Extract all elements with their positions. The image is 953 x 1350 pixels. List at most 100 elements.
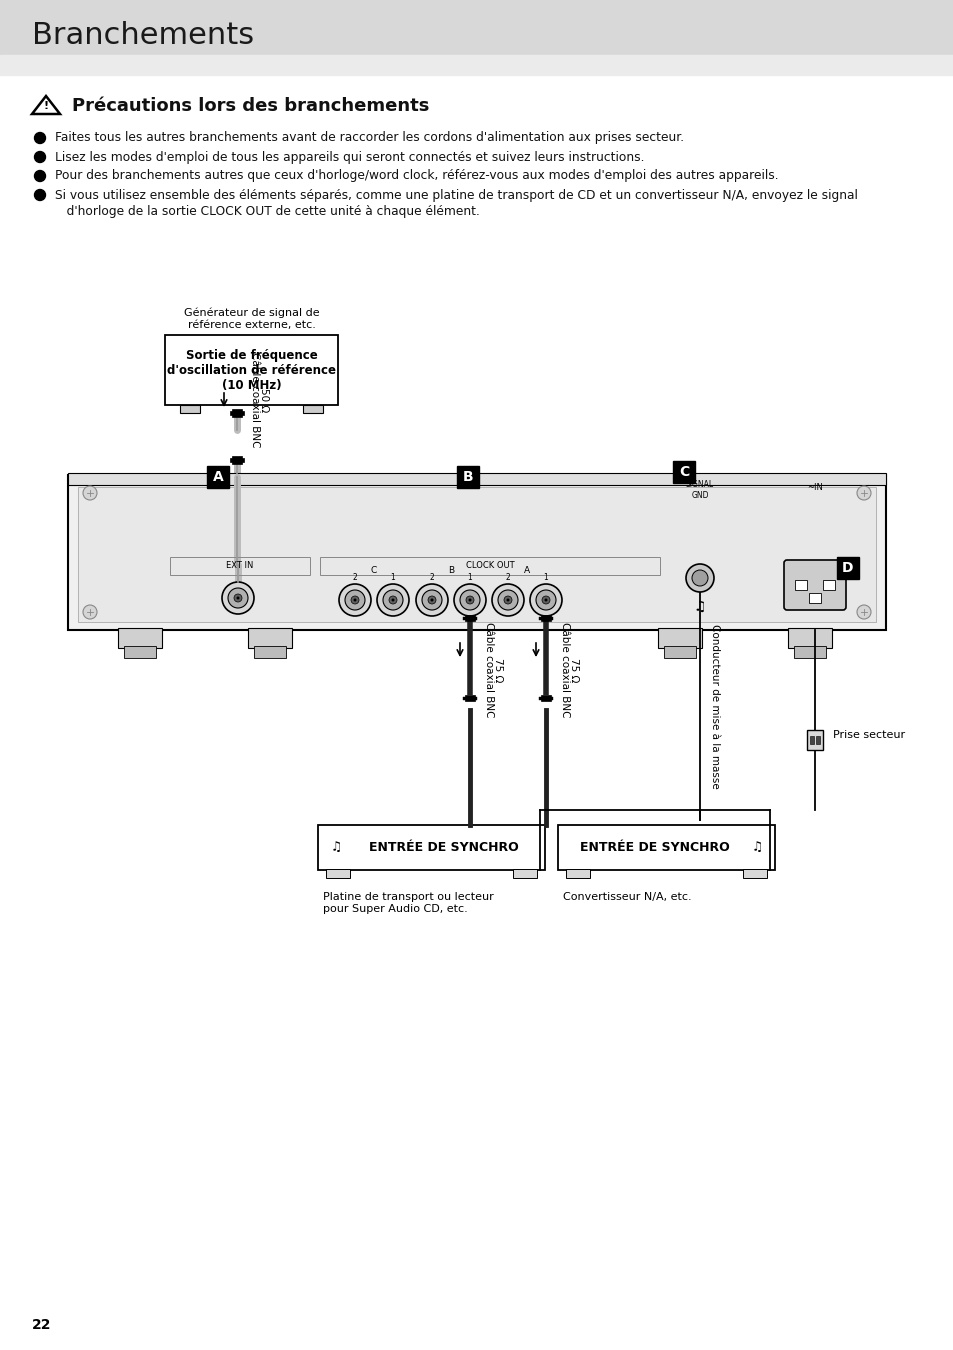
Circle shape xyxy=(382,590,402,610)
Text: Branchements: Branchements xyxy=(32,20,253,50)
Text: Précautions lors des branchements: Précautions lors des branchements xyxy=(71,97,429,115)
Bar xyxy=(742,869,766,878)
Bar xyxy=(462,697,465,699)
Text: ♫: ♫ xyxy=(330,841,341,855)
Circle shape xyxy=(421,590,441,610)
Bar xyxy=(248,628,292,648)
Circle shape xyxy=(354,598,356,602)
Circle shape xyxy=(856,486,870,500)
Circle shape xyxy=(338,585,371,616)
Text: 1: 1 xyxy=(543,572,548,582)
Text: d'horloge de la sortie CLOCK OUT de cette unité à chaque élément.: d'horloge de la sortie CLOCK OUT de cett… xyxy=(55,205,479,219)
Text: Sortie de fréquence
d'oscillation de référence
(10 MHz): Sortie de fréquence d'oscillation de réf… xyxy=(168,348,336,392)
Text: Si vous utilisez ensemble des éléments séparés, comme une platine de transport d: Si vous utilisez ensemble des éléments s… xyxy=(55,189,857,201)
Circle shape xyxy=(376,585,409,616)
Text: C: C xyxy=(371,566,376,575)
Circle shape xyxy=(222,582,253,614)
Circle shape xyxy=(536,590,556,610)
Text: 1: 1 xyxy=(390,572,395,582)
Circle shape xyxy=(236,597,239,599)
Bar xyxy=(230,458,233,462)
Circle shape xyxy=(430,598,433,602)
Text: Câble coaxial BNC: Câble coaxial BNC xyxy=(559,622,569,718)
Text: 75 Ω: 75 Ω xyxy=(568,657,578,682)
Bar xyxy=(464,616,475,621)
Bar xyxy=(0,0,953,55)
Text: !: ! xyxy=(44,101,49,111)
Bar xyxy=(822,580,834,590)
Bar xyxy=(794,580,806,590)
Text: 1: 1 xyxy=(467,572,472,582)
Bar xyxy=(793,647,825,657)
Bar xyxy=(180,405,200,413)
Bar xyxy=(808,593,821,603)
Text: Conducteur de mise à la masse: Conducteur de mise à la masse xyxy=(709,624,720,788)
Bar xyxy=(538,617,541,620)
Text: ♫: ♫ xyxy=(751,841,761,855)
Bar xyxy=(0,55,953,76)
Circle shape xyxy=(541,595,550,603)
Bar xyxy=(456,466,478,487)
Circle shape xyxy=(389,595,396,603)
Circle shape xyxy=(34,189,46,201)
Bar xyxy=(806,730,822,751)
Circle shape xyxy=(345,590,365,610)
Circle shape xyxy=(228,589,248,608)
Bar xyxy=(836,558,858,579)
Bar xyxy=(303,405,323,413)
Circle shape xyxy=(465,595,474,603)
Bar xyxy=(658,628,701,648)
Circle shape xyxy=(454,585,485,616)
Bar xyxy=(540,695,551,701)
Bar xyxy=(230,410,233,414)
Circle shape xyxy=(416,585,448,616)
Circle shape xyxy=(497,590,517,610)
Circle shape xyxy=(492,585,523,616)
Text: ~IN: ~IN xyxy=(806,482,822,491)
Bar xyxy=(319,558,659,575)
Bar xyxy=(540,616,551,621)
Text: ♫: ♫ xyxy=(693,599,705,614)
Text: CLOCK OUT: CLOCK OUT xyxy=(465,562,514,571)
Text: Platine de transport ou lecteur
pour Super Audio CD, etc.: Platine de transport ou lecteur pour Sup… xyxy=(323,892,494,914)
Bar xyxy=(78,487,875,622)
Bar xyxy=(232,456,242,464)
Bar xyxy=(474,697,476,699)
Text: 2: 2 xyxy=(353,572,357,582)
Bar xyxy=(326,869,350,878)
Circle shape xyxy=(506,598,509,602)
Bar xyxy=(68,472,885,485)
Bar xyxy=(558,825,774,869)
Circle shape xyxy=(351,595,358,603)
Bar xyxy=(663,647,696,657)
Circle shape xyxy=(459,590,479,610)
Text: 75 Ω: 75 Ω xyxy=(493,657,502,682)
Bar xyxy=(565,869,589,878)
Bar xyxy=(118,628,162,648)
Text: Convertisseur N/A, etc.: Convertisseur N/A, etc. xyxy=(562,892,691,902)
Bar xyxy=(241,410,244,414)
Circle shape xyxy=(34,170,46,181)
Bar xyxy=(68,475,885,630)
Bar xyxy=(513,869,537,878)
Circle shape xyxy=(503,595,512,603)
Text: Câble coaxial BNC: Câble coaxial BNC xyxy=(483,622,494,718)
Text: B: B xyxy=(448,566,454,575)
Text: Générateur de signal de
référence externe, etc.: Générateur de signal de référence extern… xyxy=(184,308,319,329)
Circle shape xyxy=(428,595,436,603)
Bar xyxy=(815,736,820,744)
Text: C: C xyxy=(679,464,688,479)
Bar xyxy=(809,736,813,744)
Text: ENTRÉE DE SYNCHRO: ENTRÉE DE SYNCHRO xyxy=(579,841,729,855)
Text: SIGNAL
GND: SIGNAL GND xyxy=(685,481,713,500)
Bar xyxy=(232,409,242,417)
Circle shape xyxy=(233,594,242,602)
Bar xyxy=(550,617,553,620)
Text: Prise secteur: Prise secteur xyxy=(832,730,904,740)
Bar xyxy=(474,617,476,620)
Bar xyxy=(317,825,544,869)
Circle shape xyxy=(83,486,97,500)
Text: 2: 2 xyxy=(429,572,434,582)
Text: B: B xyxy=(462,470,473,485)
Bar xyxy=(170,558,310,575)
